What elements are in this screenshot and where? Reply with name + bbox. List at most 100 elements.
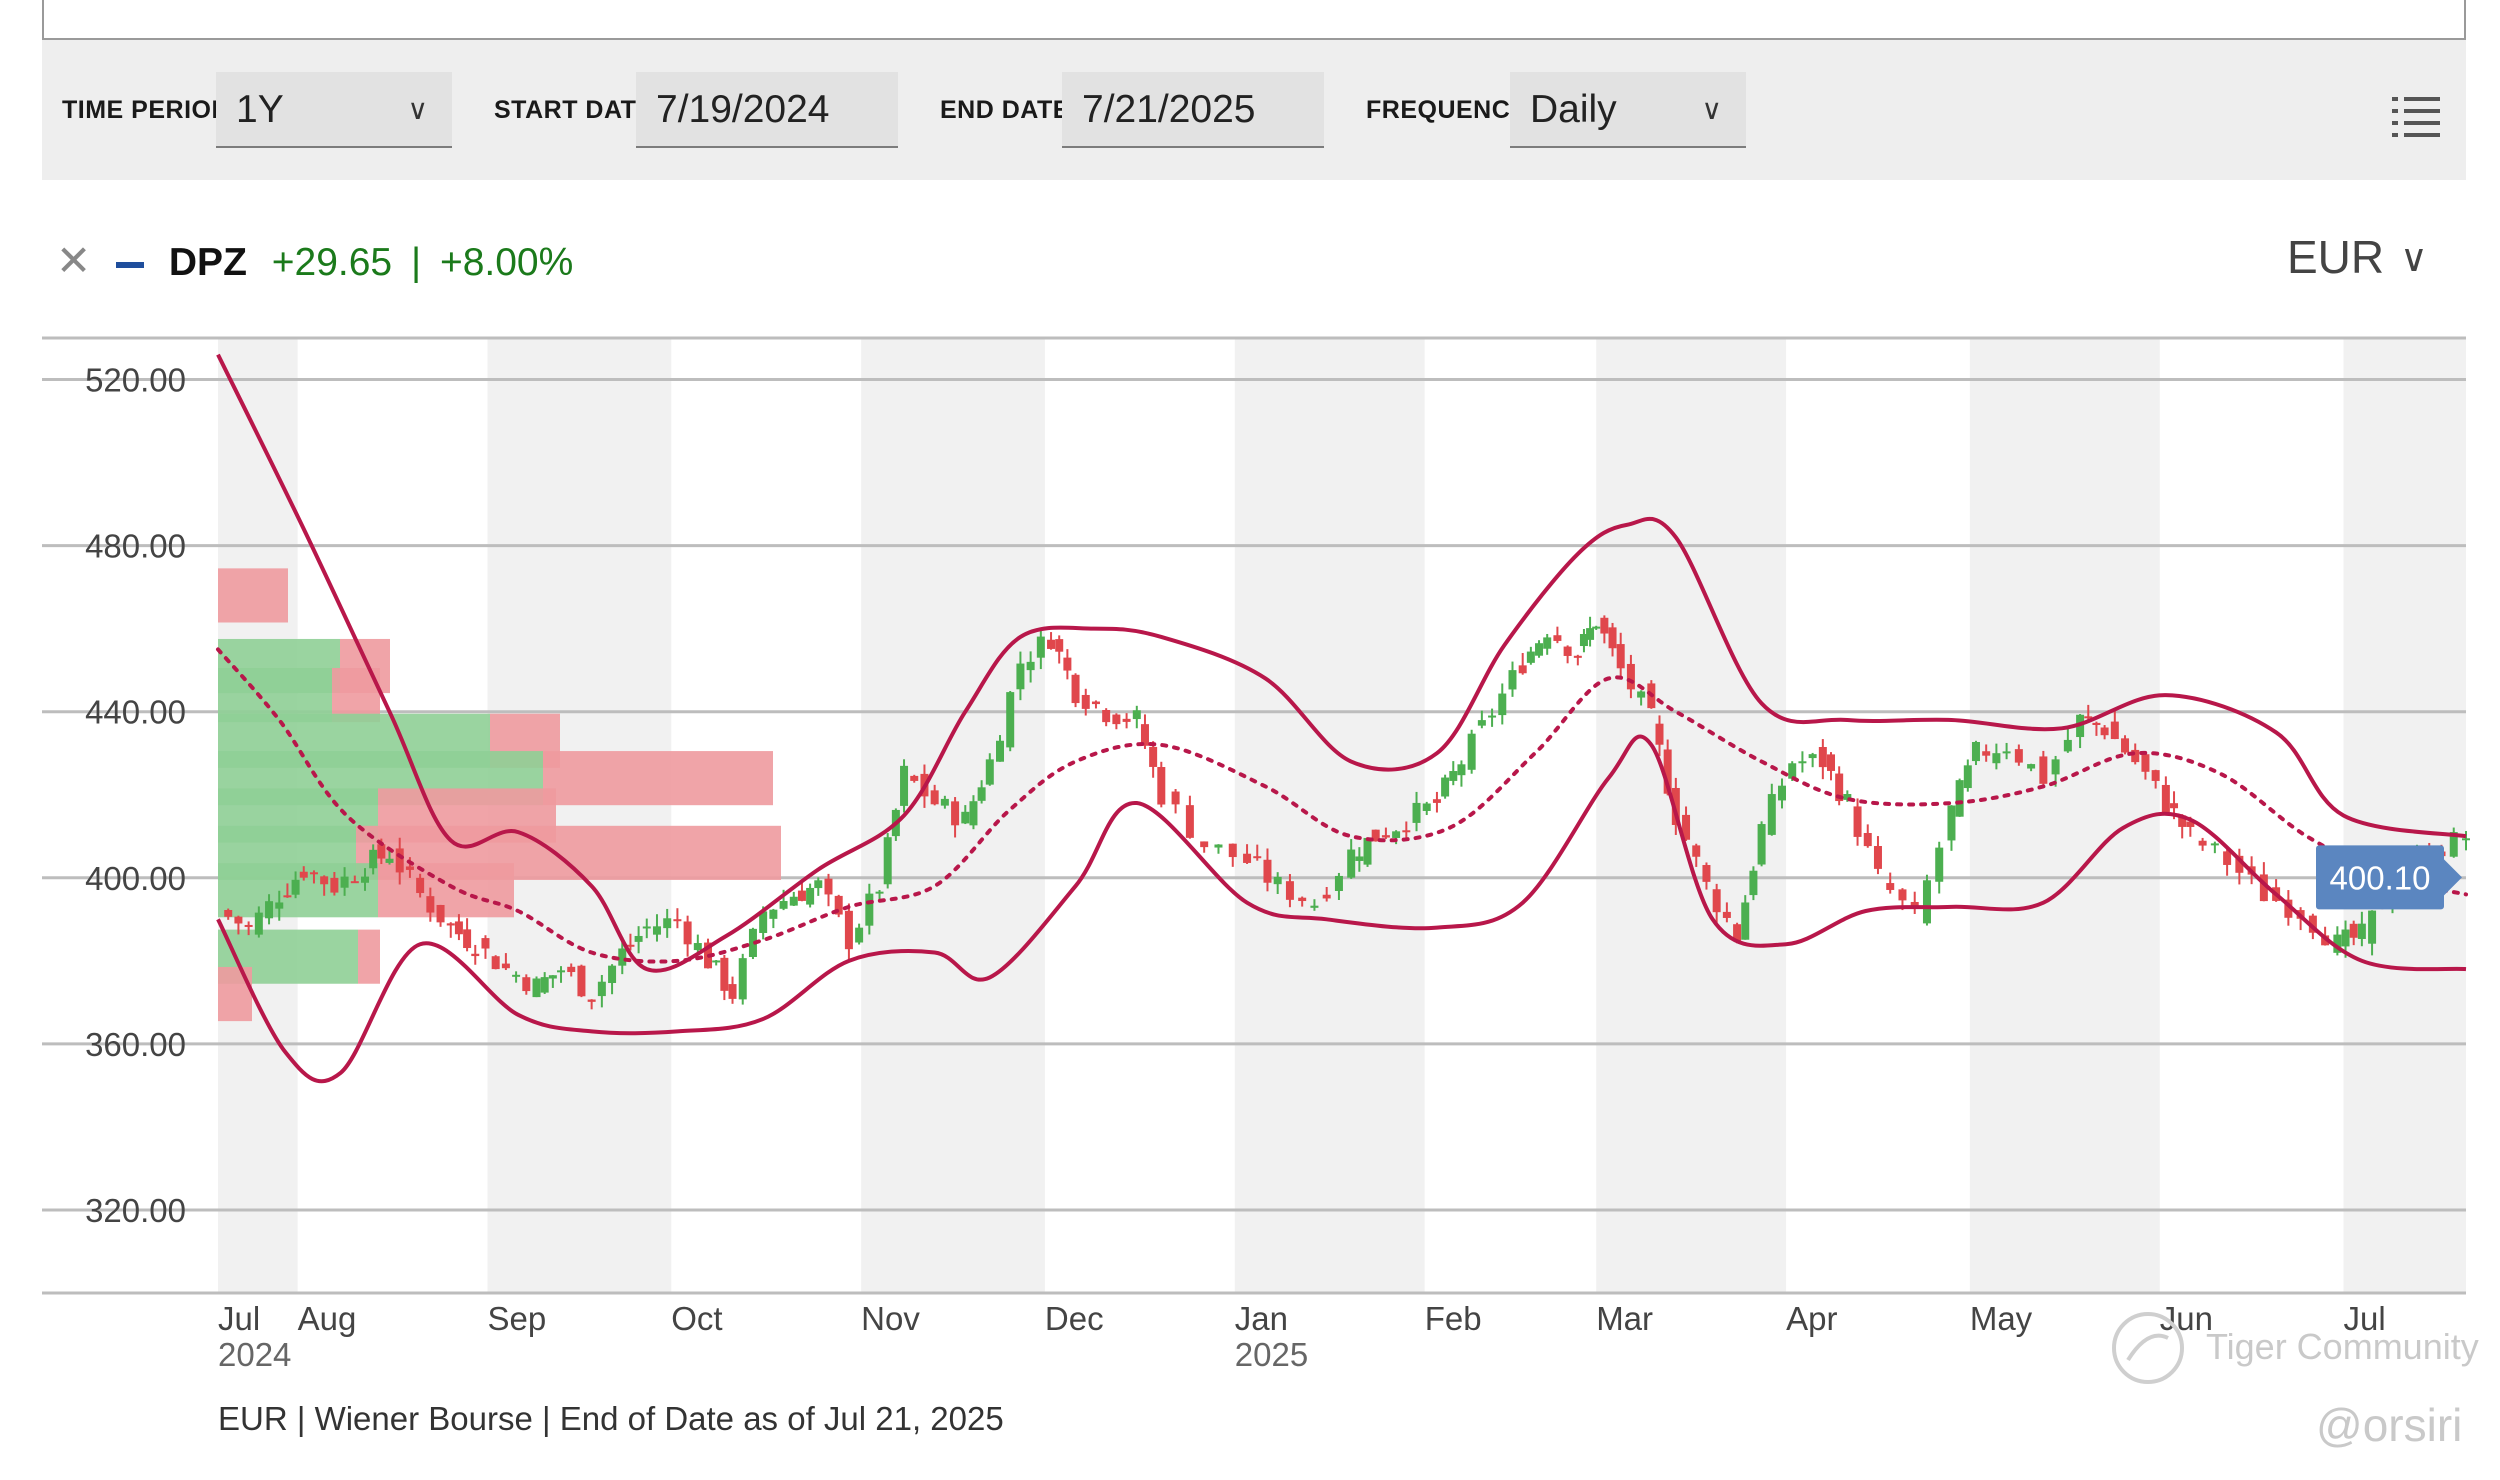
x-tick-label: Nov	[861, 1300, 920, 1337]
time-period-select[interactable]: 1Y ∨	[216, 72, 452, 148]
candle-up	[1592, 626, 1601, 629]
candle-up	[557, 970, 566, 973]
candle-down	[2170, 803, 2179, 809]
candle-down	[1243, 853, 1252, 863]
candle-down	[2186, 821, 2195, 827]
candle-up	[1971, 742, 1980, 762]
chevron-down-icon: ∨	[407, 94, 429, 125]
candle-down	[2178, 815, 2187, 827]
candle-up	[779, 901, 788, 909]
candle-down	[395, 848, 404, 873]
candle-up	[883, 837, 892, 885]
candle-down	[522, 977, 531, 992]
candle-up	[940, 798, 949, 806]
chart-legend: ✕ DPZ +29.65 | +8.00%	[56, 236, 573, 296]
end-date-input[interactable]: 7/21/2025	[1062, 72, 1324, 148]
candle-down	[1898, 889, 1907, 901]
candle-up	[2449, 832, 2458, 857]
chevron-down-icon[interactable]: ∨	[2400, 238, 2428, 280]
change-separator: |	[410, 241, 422, 284]
candle-down	[683, 921, 692, 945]
x-tick-label: Oct	[671, 1300, 722, 1337]
chevron-down-icon: ∨	[1701, 94, 1723, 125]
candle-up	[1347, 849, 1356, 878]
candle-up	[608, 965, 617, 984]
candle-down	[910, 775, 919, 781]
candle-down	[1563, 646, 1572, 656]
x-tick-label: Jul	[218, 1300, 260, 1337]
candle-up	[361, 876, 370, 883]
candle-up	[1422, 803, 1431, 811]
candle-up	[1467, 733, 1476, 770]
candle-down	[1626, 663, 1635, 690]
candle-down	[1608, 627, 1617, 649]
candle-down	[2259, 874, 2268, 902]
chart-footer: EUR | Wiener Bourse | End of Date as of …	[218, 1400, 1004, 1437]
candle-down	[330, 877, 339, 893]
month-band	[2343, 338, 2466, 1293]
start-date-input[interactable]: 7/19/2024	[636, 72, 898, 148]
ticker-symbol: DPZ	[168, 241, 247, 284]
candle-down	[1818, 747, 1827, 768]
start-date-label: START DATE	[494, 96, 654, 124]
candle-down	[1982, 751, 1991, 756]
candle-down	[2284, 899, 2293, 918]
month-band	[1969, 338, 2160, 1293]
candle-up	[663, 918, 672, 929]
candle-down	[728, 984, 737, 999]
candle-down	[567, 966, 576, 973]
candle-down	[1081, 694, 1090, 709]
volume-profile-down	[218, 568, 288, 623]
currency-selector[interactable]: EUR	[2287, 231, 2385, 283]
frequency-select[interactable]: Daily ∨	[1510, 72, 1746, 148]
last-price-label: 400.10	[2330, 859, 2431, 896]
candle-down	[1863, 832, 1872, 847]
x-tick-label: Jan	[1235, 1300, 1288, 1337]
candle-up	[748, 928, 757, 957]
close-icon[interactable]: ✕	[56, 237, 92, 284]
candle-up	[1963, 765, 1972, 789]
candle-down	[2223, 851, 2232, 865]
last-price-pointer	[2444, 859, 2462, 896]
x-tick-label: Mar	[1596, 1300, 1653, 1337]
candle-down	[1102, 709, 1111, 723]
candle-up	[806, 887, 815, 905]
candle-up	[977, 787, 986, 801]
x-tick-year: 2025	[1235, 1336, 1308, 1373]
candle-down	[1722, 911, 1731, 918]
x-tick-label: Apr	[1786, 1300, 1837, 1337]
candle-up	[1935, 847, 1944, 882]
candle-up	[875, 891, 884, 894]
candle-down	[1835, 773, 1844, 802]
candle-down	[1112, 714, 1121, 725]
month-band	[1234, 338, 1425, 1293]
candle-up	[1788, 763, 1797, 779]
candle-down	[299, 871, 308, 878]
candle-up	[900, 765, 909, 806]
candle-down	[2039, 756, 2048, 784]
y-tick-label: 360.00	[85, 1026, 186, 1063]
candle-up	[1412, 802, 1421, 823]
candle-up	[2368, 910, 2377, 944]
volume-profile-down	[358, 929, 380, 984]
candle-up	[1449, 771, 1458, 781]
candle-down	[1702, 865, 1711, 882]
x-tick-label: Jul	[2343, 1300, 2385, 1337]
candle-down	[1712, 889, 1721, 913]
candle-up	[618, 948, 627, 966]
candle-down	[673, 919, 682, 922]
candle-down	[2151, 770, 2160, 781]
candle-up	[1498, 693, 1507, 716]
x-tick-label: Feb	[1425, 1300, 1482, 1337]
list-menu-icon[interactable]	[2392, 95, 2442, 139]
candle-down	[320, 876, 329, 885]
candle-down	[1071, 674, 1080, 704]
candle-down	[481, 938, 490, 949]
candle-down	[2349, 923, 2358, 938]
candle-down	[1682, 814, 1691, 840]
candle-up	[1355, 856, 1364, 861]
candle-up	[865, 893, 874, 926]
candle-down	[1263, 859, 1272, 883]
candle-down	[1140, 724, 1149, 746]
candle-down	[1853, 806, 1862, 837]
